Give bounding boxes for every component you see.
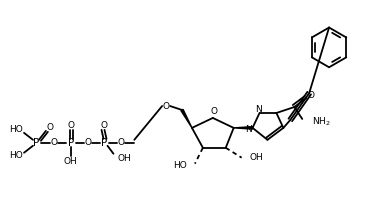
Text: OH: OH: [117, 154, 131, 163]
Text: OH: OH: [64, 157, 77, 166]
Text: HO: HO: [9, 125, 23, 134]
Text: O: O: [163, 102, 170, 111]
Text: N: N: [245, 125, 252, 134]
Text: O: O: [100, 121, 107, 130]
Polygon shape: [181, 110, 192, 128]
Text: NH$_2$: NH$_2$: [312, 116, 331, 128]
Text: OH: OH: [249, 153, 263, 162]
Text: O: O: [50, 138, 57, 147]
Text: O: O: [84, 138, 91, 147]
Polygon shape: [234, 127, 252, 129]
Text: O: O: [118, 138, 125, 147]
Text: P: P: [101, 138, 108, 148]
Text: P: P: [33, 138, 39, 148]
Text: O: O: [46, 123, 54, 132]
Text: HO: HO: [173, 161, 187, 170]
Text: P: P: [68, 138, 74, 148]
Text: O: O: [308, 91, 315, 100]
Text: O: O: [210, 108, 217, 117]
Text: N: N: [255, 104, 262, 113]
Text: O: O: [68, 121, 75, 130]
Text: HO: HO: [9, 151, 23, 160]
